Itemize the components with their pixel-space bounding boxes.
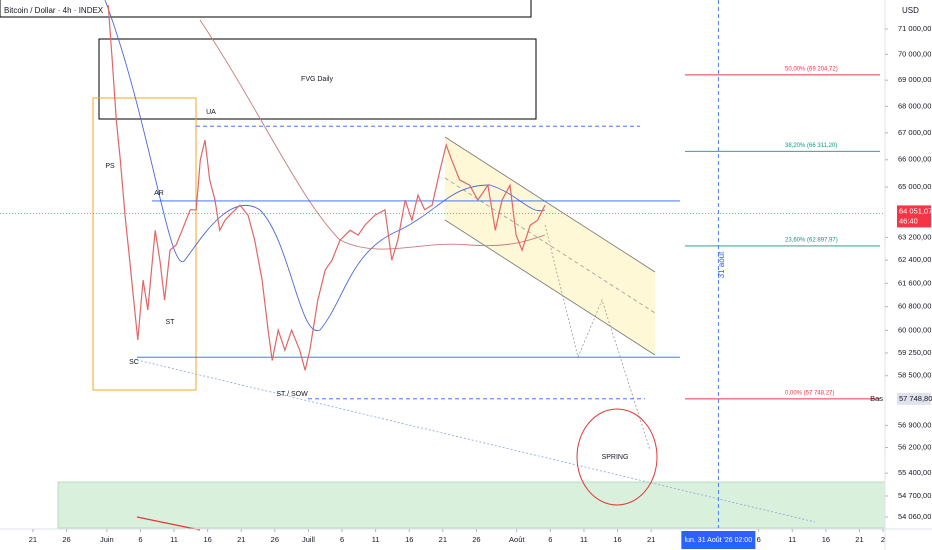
y-tick-label: 63 200,00 (898, 232, 931, 241)
x-tick-label: 26 (472, 535, 480, 544)
x-tick-label: 21 (29, 535, 37, 544)
y-tick-label: 67 000,00 (898, 128, 931, 137)
symbol-title: Bitcoin / Dollar · 4h · INDEX (4, 6, 104, 15)
y-tick-label: 71 000,00 (898, 24, 931, 33)
x-tick-label: 6 (138, 535, 142, 544)
cursor-tag (681, 531, 756, 549)
projection (544, 224, 651, 451)
x-tick-label: 6 (757, 535, 761, 544)
y-tick-label: 60 800,00 (898, 302, 931, 311)
fib-label: 38,20% (66 311,20) (785, 143, 837, 149)
fib-label: 0,00% (57 748,27) (785, 390, 834, 396)
x-tick-label: 16 (613, 535, 621, 544)
channel-line (444, 136, 656, 273)
annotation: SC (129, 359, 139, 366)
annotation: PS (105, 163, 115, 170)
low-price-label: 57 748,80 (899, 394, 932, 403)
annotation: FVG Daily (301, 76, 333, 83)
trend-line (136, 359, 816, 523)
x-tick-label: 21 (237, 535, 245, 544)
currency: USD (902, 6, 919, 15)
fib-label: 50,00% (69 204,72) (785, 66, 838, 72)
annotation: ST / SOW (276, 391, 308, 398)
moving-average (199, 19, 546, 250)
x-tick-label: 26 (62, 535, 70, 544)
y-tick-label: 65 000,00 (898, 182, 931, 191)
price-tag-label: 64 051,07 (899, 206, 932, 215)
x-tick-label: 21 (439, 535, 447, 544)
y-tick-label: 68 000,00 (898, 101, 931, 110)
annotation: ST (166, 319, 176, 326)
x-tick-label: 11 (580, 535, 588, 544)
annotation: SPRING (602, 454, 629, 461)
x-tick-label: Juin (100, 535, 114, 544)
x-tick-label: Juill (302, 535, 315, 544)
price-line (107, 4, 546, 371)
x-tick-label: 26 (271, 535, 279, 544)
x-tick-label: Août (509, 535, 525, 544)
y-tick-label: 61 600,00 (898, 278, 931, 287)
countdown: 46:40 (899, 216, 918, 225)
y-tick-label: 59 250,00 (898, 348, 931, 357)
y-tick-label: 60 000,00 (898, 325, 931, 334)
range-box (92, 97, 197, 391)
x-tick-label: 6 (548, 535, 552, 544)
y-tick-label: 54 060,00 (898, 512, 931, 521)
y-tick-label: 66 000,00 (898, 155, 931, 164)
low-price-tag (897, 392, 931, 405)
y-tick-label: 58 500,00 (898, 371, 931, 380)
y-tick-label: 69 000,00 (898, 75, 931, 84)
moving-average (104, 0, 546, 331)
x-tick-label: 16 (203, 535, 211, 544)
spring-circle (576, 408, 658, 506)
price-tag (897, 205, 931, 228)
fvg-box (98, 38, 537, 120)
vertical-date: 31 août (717, 251, 726, 278)
demand-zone (57, 481, 886, 529)
y-tick-label: 55 400,00 (898, 468, 931, 477)
y-tick-label: 56 900,00 (898, 420, 931, 429)
annotation: AR (154, 190, 164, 197)
cursor-tag-label: lun. 31 Août '26 02:00 (685, 537, 753, 544)
x-tick-label: 21 (647, 535, 655, 544)
x-tick-label: 21 (855, 535, 863, 544)
y-tick-label: 56 200,00 (898, 443, 931, 452)
annotation: UA (206, 109, 216, 116)
y-tick-label: 70 000,00 (898, 49, 931, 58)
drawn-line (136, 516, 201, 531)
x-tick-label: 11 (170, 535, 178, 544)
x-tick-label: 11 (372, 535, 380, 544)
x-tick-label: 11 (788, 535, 796, 544)
x-tick-label: 2 (881, 535, 885, 544)
low-tag: Bas (870, 394, 883, 403)
box (0, 0, 532, 18)
channel-line (444, 219, 656, 356)
x-tick-label: 16 (822, 535, 830, 544)
y-tick-label: 62 400,00 (898, 255, 931, 264)
fib-label: 23,60% (62 897,97) (785, 238, 838, 244)
x-tick-label: 6 (340, 535, 344, 544)
y-tick-label: 54 700,00 (898, 491, 931, 500)
x-tick-label: 16 (405, 535, 413, 544)
